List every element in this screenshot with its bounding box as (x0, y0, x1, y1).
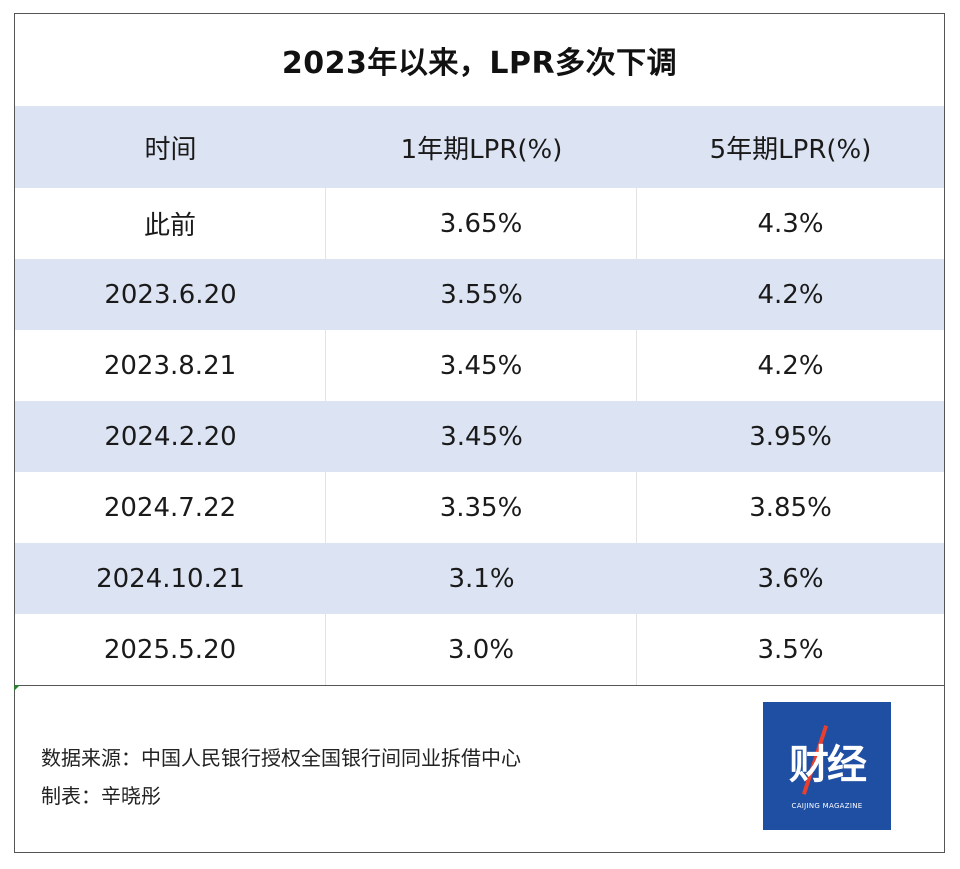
cell-1y-lpr: 3.45% (440, 421, 523, 452)
cell-5y-lpr: 4.2% (757, 350, 824, 381)
logo-chinese-text: 财经 (789, 742, 867, 788)
cell-5y-lpr: 4.2% (757, 279, 824, 310)
cell-5y-lpr: 3.85% (749, 492, 832, 523)
cell-5y-lpr: 3.6% (757, 563, 824, 594)
table-row: 此前 3.65% 4.3% (15, 188, 944, 259)
cell-1y-lpr: 3.35% (326, 472, 637, 543)
cell-date: 此前 (15, 188, 326, 259)
table-row: 2025.5.20 3.0% 3.5% (15, 614, 944, 685)
header-cell-1y-lpr: 1年期LPR(%) (400, 134, 563, 165)
cell-5y-lpr: 3.95% (749, 421, 832, 452)
cell-1y-lpr: 3.55% (440, 279, 523, 310)
header-cell-5y-lpr: 5年期LPR(%) (709, 134, 872, 165)
table-row: 2024.7.22 3.35% 3.85% (15, 472, 944, 543)
table-footer: 数据来源：中国人民银行授权全国银行间同业拆借中心 制表：辛晓彤 财经 CAIJI… (14, 685, 944, 852)
cell-date: 2025.5.20 (15, 614, 326, 685)
cell-date: 2023.6.20 (104, 279, 237, 310)
data-source-note: 数据来源：中国人民银行授权全国银行间同业拆借中心 (41, 746, 521, 770)
table-header-row: 时间 1年期LPR(%) 5年期LPR(%) (15, 106, 944, 188)
cell-1y-lpr: 3.65% (326, 188, 637, 259)
cell-1y-lpr: 3.1% (448, 563, 515, 594)
table-card: 2023年以来，LPR多次下调 时间 1年期LPR(%) 5年期LPR(%) 此… (14, 13, 945, 853)
cell-1y-lpr: 3.45% (326, 330, 637, 401)
table-row: 2024.2.20 3.45% 3.95% (15, 401, 944, 472)
cell-date: 2024.10.21 (96, 563, 245, 594)
cell-1y-lpr: 3.0% (326, 614, 637, 685)
caijing-logo: 财经 CAIJING MAGAZINE (763, 702, 891, 830)
cell-date: 2023.8.21 (15, 330, 326, 401)
corner-marker-icon (14, 685, 20, 691)
header-cell-date: 时间 (144, 134, 197, 165)
table-row: 2023.8.21 3.45% 4.2% (15, 330, 944, 401)
logo-english-text: CAIJING MAGAZINE (791, 802, 863, 810)
table-row: 2023.6.20 3.55% 4.2% (15, 259, 944, 330)
table-title: 2023年以来，LPR多次下调 (281, 46, 678, 81)
cell-date: 2024.2.20 (104, 421, 237, 452)
cell-date: 2024.7.22 (15, 472, 326, 543)
cell-5y-lpr: 3.5% (757, 634, 824, 665)
author-note: 制表：辛晓彤 (41, 784, 161, 808)
table-row: 2024.10.21 3.1% 3.6% (15, 543, 944, 614)
cell-5y-lpr: 4.3% (757, 208, 824, 239)
lpr-table: 时间 1年期LPR(%) 5年期LPR(%) 此前 3.65% 4.3% 202… (15, 106, 944, 685)
